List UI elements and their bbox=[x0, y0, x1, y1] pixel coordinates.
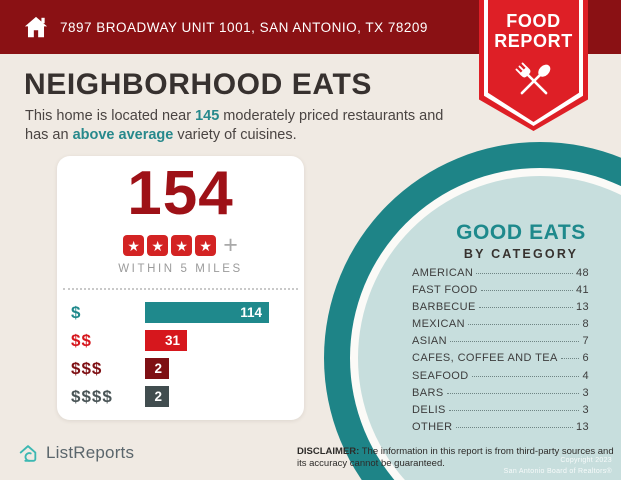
variety-highlight: above average bbox=[72, 127, 174, 144]
category-value: 3 bbox=[582, 403, 589, 416]
category-value: 48 bbox=[575, 267, 589, 279]
category-dots bbox=[450, 341, 580, 343]
star-icon: ★ bbox=[123, 235, 145, 256]
category-label: MEXICAN bbox=[412, 318, 465, 331]
good-eats-title: GOOD EATS bbox=[456, 221, 586, 244]
dotted-divider bbox=[63, 288, 298, 290]
price-label: $$$ bbox=[71, 358, 103, 378]
category-label: SEAFOOD bbox=[412, 369, 469, 382]
disclaimer: DISCLAIMER: The information in this repo… bbox=[297, 446, 614, 470]
category-value: 8 bbox=[582, 318, 589, 331]
restaurant-count: 154 bbox=[127, 159, 234, 228]
good-eats-header: GOOD EATS BY CATEGORY bbox=[430, 221, 612, 261]
category-dots bbox=[446, 392, 580, 394]
food-report-badge: FOOD REPORT bbox=[479, 0, 588, 131]
property-address: 7897 BROADWAY UNIT 1001, SAN ANTONIO, TX… bbox=[60, 19, 428, 35]
category-label: AMERICAN bbox=[412, 267, 474, 279]
price-bar: 2 bbox=[145, 386, 169, 407]
category-label: ASIAN bbox=[412, 335, 448, 348]
category-row: AMERICAN 48 bbox=[412, 267, 589, 280]
price-bar-value: 114 bbox=[240, 305, 262, 320]
category-row: OTHER 13 bbox=[412, 420, 589, 434]
page-title: NEIGHBORHOOD EATS bbox=[24, 68, 372, 101]
price-bar-value: 2 bbox=[154, 389, 162, 404]
category-value: 4 bbox=[582, 369, 589, 382]
category-row: BARS 3 bbox=[412, 386, 589, 400]
category-row: SEAFOOD 4 bbox=[412, 369, 589, 383]
listreports-logo-text: ListReports bbox=[46, 443, 135, 462]
price-bar-chart: $ 114 $$ 31 $$$ 2 $$$$ 2 bbox=[57, 302, 304, 407]
star-icon: ★ bbox=[147, 235, 169, 256]
category-value: 13 bbox=[575, 301, 589, 314]
badge-title: FOOD REPORT bbox=[494, 11, 573, 51]
category-row: FAST FOOD 41 bbox=[412, 285, 589, 297]
price-bar-value: 31 bbox=[164, 333, 180, 348]
category-list: AMERICAN 48 FAST FOOD 41 BARBECUE 13 MEXICA… bbox=[412, 267, 589, 439]
badge-inner-fill bbox=[488, 0, 579, 122]
listreports-logo-icon bbox=[19, 445, 37, 462]
category-value: 7 bbox=[582, 335, 589, 348]
price-label: $$$$ bbox=[71, 386, 113, 406]
summary-card: 154 ★ ★ ★ ★ + WITHIN 5 MILES $ 114 $$ 31 $$… bbox=[57, 156, 304, 420]
crossed-utensils-icon bbox=[515, 62, 550, 95]
star-rating: ★ ★ ★ ★ bbox=[123, 235, 217, 256]
category-label: FAST FOOD bbox=[412, 284, 478, 297]
price-row: $$$ 2 bbox=[71, 358, 290, 379]
category-value: 41 bbox=[575, 284, 589, 297]
price-row: $$$$ 2 bbox=[71, 386, 290, 407]
price-row: $$ 31 bbox=[71, 330, 290, 351]
category-label: OTHER bbox=[412, 420, 453, 433]
category-label: CAFES, COFFEE AND TEA bbox=[412, 352, 558, 365]
star-icon: ★ bbox=[171, 235, 193, 256]
category-dots bbox=[455, 426, 573, 428]
category-dots bbox=[560, 358, 580, 360]
intro-text: This home is located near 145 moderately… bbox=[25, 108, 444, 144]
copyright: Copyright 2023 San Antonio Board of Real… bbox=[504, 456, 612, 478]
disclaimer-label: DISCLAIMER: bbox=[297, 446, 360, 457]
plus-icon: + bbox=[223, 231, 238, 259]
copyright-line: Copyright 2023 bbox=[560, 457, 612, 464]
category-value: 13 bbox=[575, 420, 589, 433]
radius-label: WITHIN 5 MILES bbox=[118, 263, 243, 275]
price-bar: 114 bbox=[145, 302, 269, 323]
price-label: $$ bbox=[71, 330, 92, 350]
category-row: DELIS 3 bbox=[412, 403, 589, 417]
home-icon bbox=[24, 16, 48, 38]
category-dots bbox=[448, 409, 580, 411]
listreports-logo: ListReports bbox=[17, 442, 134, 464]
category-value: 6 bbox=[582, 352, 589, 365]
category-dots bbox=[478, 307, 573, 309]
price-label: $ bbox=[71, 302, 82, 322]
price-bar: 31 bbox=[145, 330, 187, 351]
price-bar-value: 2 bbox=[154, 361, 162, 376]
stars-row: ★ ★ ★ ★ + bbox=[57, 233, 304, 258]
restaurant-count-highlight: 145 bbox=[195, 108, 220, 124]
category-row: BARBECUE 13 bbox=[412, 302, 589, 314]
copyright-line: San Antonio Board of Realtors® bbox=[503, 467, 612, 475]
category-label: BARBECUE bbox=[412, 301, 476, 314]
category-row: CAFES, COFFEE AND TEA 6 bbox=[412, 353, 589, 365]
category-row: MEXICAN 8 bbox=[412, 319, 589, 331]
good-eats-subtitle: BY CATEGORY bbox=[463, 247, 579, 261]
category-row: ASIAN 7 bbox=[412, 336, 589, 348]
price-row: $ 114 bbox=[71, 302, 290, 323]
star-icon: ★ bbox=[195, 235, 217, 256]
category-label: DELIS bbox=[412, 403, 446, 416]
category-dots bbox=[471, 375, 580, 377]
category-dots bbox=[480, 290, 573, 292]
category-value: 3 bbox=[582, 386, 589, 399]
category-dots bbox=[476, 273, 573, 274]
category-label: BARS bbox=[412, 386, 444, 399]
price-bar: 2 bbox=[145, 358, 169, 379]
category-dots bbox=[467, 324, 580, 326]
